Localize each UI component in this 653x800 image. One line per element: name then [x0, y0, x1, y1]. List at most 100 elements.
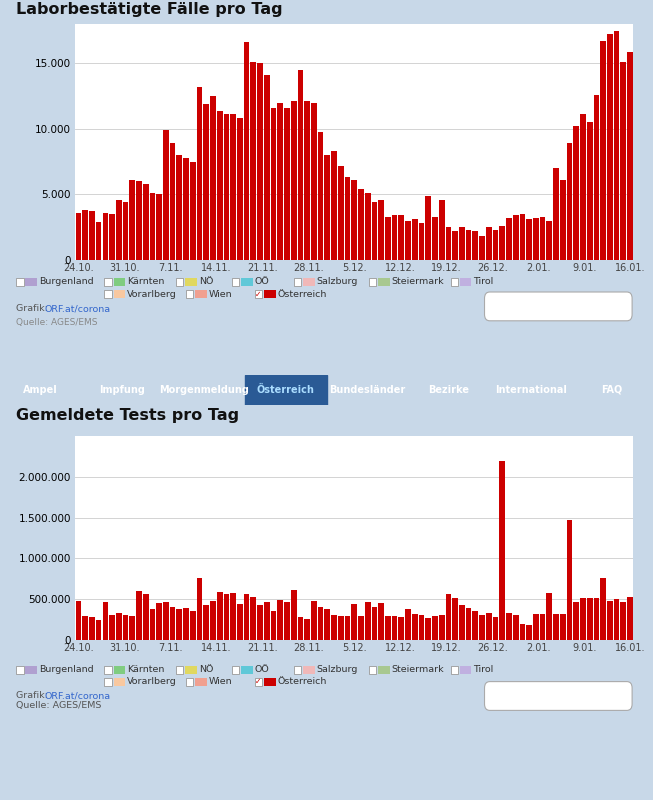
Bar — [567, 520, 573, 640]
Bar — [257, 605, 263, 640]
Bar — [620, 602, 626, 640]
Text: Steiermark: Steiermark — [392, 665, 445, 674]
Bar — [311, 601, 317, 640]
Bar — [76, 601, 82, 640]
Bar — [264, 602, 270, 640]
Bar — [365, 602, 370, 640]
Bar — [365, 193, 370, 260]
Bar — [627, 51, 633, 260]
Bar — [298, 617, 303, 640]
Text: Vorarlberg: Vorarlberg — [127, 290, 177, 299]
Bar — [459, 605, 465, 640]
Bar — [567, 143, 573, 260]
Bar — [580, 114, 586, 260]
Bar — [129, 616, 135, 640]
Bar — [398, 215, 404, 260]
Bar — [89, 211, 95, 260]
Bar — [453, 598, 458, 640]
Bar — [553, 168, 559, 260]
Bar — [190, 162, 196, 260]
Bar — [331, 151, 337, 260]
Bar — [466, 230, 471, 260]
Bar — [351, 604, 357, 640]
Bar — [116, 613, 121, 640]
Bar — [190, 610, 196, 640]
Bar — [89, 617, 95, 640]
Bar — [392, 215, 398, 260]
Bar — [223, 114, 229, 260]
Bar — [338, 166, 343, 260]
Bar — [129, 180, 135, 260]
Bar — [338, 615, 343, 640]
Bar — [170, 143, 176, 260]
Bar — [594, 94, 599, 260]
Bar — [439, 614, 445, 640]
Bar — [311, 102, 317, 260]
Bar — [614, 599, 620, 640]
Text: Österreich: Österreich — [278, 677, 327, 686]
Text: Österreich: Österreich — [257, 385, 315, 395]
Bar — [547, 221, 552, 260]
Text: Laborbestätigte Fälle pro Tag: Laborbestätigte Fälle pro Tag — [16, 2, 283, 17]
Bar — [587, 598, 592, 640]
Bar — [473, 611, 478, 640]
Bar — [210, 601, 216, 640]
Bar — [439, 200, 445, 260]
Bar — [432, 615, 438, 640]
Bar — [594, 598, 599, 640]
Text: NÖ: NÖ — [199, 277, 214, 286]
Text: ORF.at/corona: ORF.at/corona — [44, 304, 110, 314]
Bar — [500, 462, 505, 640]
Bar — [136, 182, 142, 260]
Bar — [103, 602, 108, 640]
Bar — [620, 62, 626, 260]
Bar — [607, 34, 613, 260]
Bar — [385, 616, 390, 640]
Bar — [231, 593, 236, 640]
Bar — [176, 609, 182, 640]
Bar — [392, 616, 398, 640]
Text: Ampel: Ampel — [24, 385, 58, 395]
Bar — [372, 202, 377, 260]
Bar — [304, 618, 310, 640]
Bar — [432, 217, 438, 260]
Bar — [123, 202, 129, 260]
Text: Kärnten: Kärnten — [127, 665, 165, 674]
Bar — [345, 615, 351, 640]
Text: Bundesländer: Bundesländer — [329, 385, 406, 395]
Bar — [156, 603, 162, 640]
Bar — [580, 598, 586, 640]
Bar — [607, 601, 613, 640]
Bar — [163, 602, 168, 640]
Bar — [244, 42, 249, 260]
Bar — [378, 603, 384, 640]
Bar — [76, 213, 82, 260]
Bar — [116, 200, 121, 260]
Bar — [479, 237, 485, 260]
Text: ✓: ✓ — [255, 290, 261, 299]
Bar — [150, 193, 155, 260]
Bar — [156, 194, 162, 260]
Text: Quelle: AGES/EMS: Quelle: AGES/EMS — [16, 318, 98, 326]
Bar — [264, 75, 270, 260]
Bar — [251, 62, 256, 260]
Text: 90 Tage  ∨: 90 Tage ∨ — [533, 691, 584, 701]
Bar — [298, 70, 303, 260]
Bar — [345, 178, 351, 260]
Bar — [150, 609, 155, 640]
Bar — [237, 604, 243, 640]
Bar — [197, 87, 202, 260]
Bar — [237, 118, 243, 260]
Text: Kärnten: Kärnten — [127, 277, 165, 286]
Text: Impfung: Impfung — [99, 385, 146, 395]
Bar — [627, 597, 633, 640]
Text: Salzburg: Salzburg — [317, 665, 358, 674]
Bar — [183, 158, 189, 260]
Bar — [453, 231, 458, 260]
Text: Quelle: AGES/EMS: Quelle: AGES/EMS — [16, 701, 102, 710]
Bar — [445, 227, 451, 260]
Bar — [473, 231, 478, 260]
Bar — [492, 617, 498, 640]
Bar — [318, 131, 323, 260]
Bar — [600, 578, 606, 640]
